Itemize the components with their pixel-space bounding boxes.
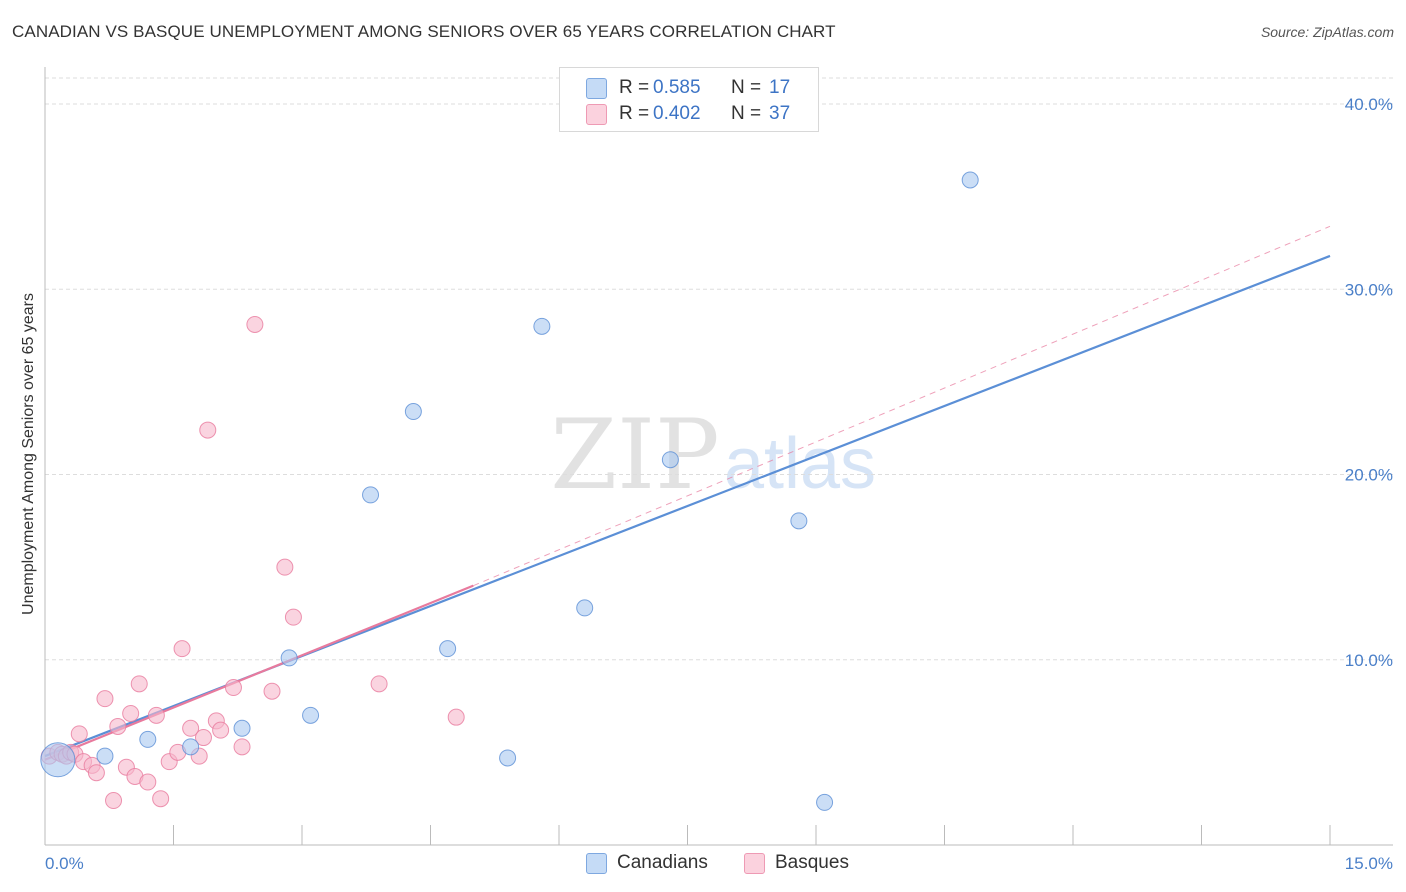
data-point-basques	[87, 764, 105, 782]
data-point-basques	[224, 679, 242, 697]
data-point-basques	[147, 706, 165, 724]
data-point-basques	[194, 729, 212, 747]
data-point-canadians	[40, 742, 76, 778]
data-point-basques	[233, 738, 251, 756]
point-layer	[40, 171, 979, 811]
series-legend-canadians[interactable]: Canadians	[586, 852, 708, 874]
legend-r-label: R =	[619, 103, 650, 124]
data-point-basques	[284, 608, 302, 626]
data-point-basques	[276, 558, 294, 576]
data-point-canadians	[404, 403, 422, 421]
legend-n-value: 17	[769, 77, 791, 98]
legend-swatch-basques	[586, 103, 607, 125]
correlation-legend: R = 0.585 N = 17 R = 0.402 N = 37	[559, 67, 819, 132]
legend-swatch-canadians	[586, 77, 607, 99]
y-tick-label: 30.0%	[1345, 280, 1393, 299]
data-point-basques	[246, 315, 264, 333]
data-point-basques	[212, 721, 230, 739]
data-point-basques	[152, 790, 170, 808]
data-point-canadians	[439, 640, 457, 658]
y-axis-label: Unemployment Among Seniors over 65 years	[20, 293, 37, 615]
data-point-canadians	[233, 719, 251, 737]
legend-r-value: 0.402	[653, 103, 701, 124]
data-point-canadians	[139, 730, 157, 748]
y-tick-label: 40.0%	[1345, 95, 1393, 114]
data-point-basques	[182, 719, 200, 737]
trend-extension-basques	[473, 225, 1331, 587]
series-label-basques: Basques	[775, 852, 849, 873]
data-point-canadians	[576, 599, 594, 617]
data-point-basques	[109, 717, 127, 735]
axis-layer	[44, 67, 1393, 846]
data-point-basques	[122, 704, 140, 722]
data-point-canadians	[362, 486, 380, 504]
x-tick-label: 15.0%	[1345, 854, 1393, 873]
series-legend: Canadians Basques	[0, 852, 1406, 878]
grid-layer	[45, 77, 1393, 661]
data-point-basques	[447, 708, 465, 726]
legend-n-value: 37	[769, 103, 791, 124]
legend-r-value: 0.585	[653, 77, 701, 98]
chart-title: CANADIAN VS BASQUE UNEMPLOYMENT AMONG SE…	[12, 22, 836, 41]
data-point-canadians	[302, 706, 320, 724]
y-tick-label: 20.0%	[1345, 466, 1393, 485]
data-point-canadians	[182, 738, 200, 756]
legend-r-label: R =	[619, 77, 650, 98]
data-point-basques	[199, 421, 217, 439]
data-point-basques	[370, 675, 388, 693]
data-point-basques	[173, 640, 191, 658]
series-label-canadians: Canadians	[617, 852, 708, 873]
legend-n-label: N =	[731, 77, 762, 98]
x-tick-label: 0.0%	[45, 854, 84, 873]
trend-line-basques	[44, 584, 474, 761]
series-swatch-canadians	[586, 852, 607, 874]
watermark-atlas: atlas	[724, 424, 876, 504]
source-label: Source: ZipAtlas.com	[1260, 24, 1394, 40]
data-point-canadians	[499, 749, 517, 767]
data-point-canadians	[961, 171, 979, 189]
watermark-zip: ZIP	[550, 399, 719, 511]
data-point-basques	[263, 682, 281, 700]
data-point-canadians	[661, 451, 679, 469]
data-point-basques	[70, 725, 88, 743]
data-point-canadians	[96, 747, 114, 765]
legend-row-basques: R = 0.402 N = 37	[586, 101, 790, 127]
y-tick-label: 10.0%	[1345, 651, 1393, 670]
label-layer: 10.0% 20.0% 30.0% 40.0% 0.0% 15.0% Unemploymen…	[20, 95, 1393, 873]
data-point-basques	[105, 792, 123, 810]
series-legend-basques[interactable]: Basques	[744, 852, 849, 874]
data-point-canadians	[533, 317, 551, 335]
data-point-basques	[96, 690, 114, 708]
legend-n-label: N =	[731, 103, 762, 124]
data-point-canadians	[816, 793, 834, 811]
data-point-canadians	[280, 649, 298, 667]
data-point-canadians	[790, 512, 808, 530]
data-point-basques	[130, 675, 148, 693]
data-point-basques	[139, 773, 157, 791]
legend-row-canadians: R = 0.585 N = 17	[586, 75, 790, 101]
series-swatch-basques	[744, 852, 765, 874]
